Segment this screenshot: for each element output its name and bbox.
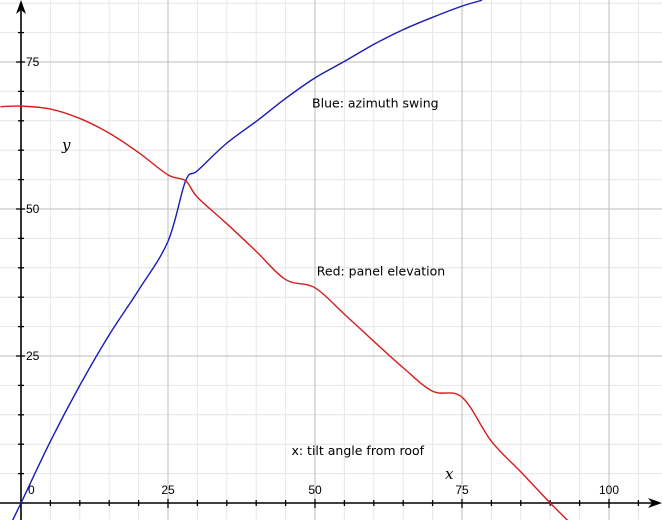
annotations: Blue: azimuth swing Red: panel elevation x… — [291, 95, 445, 458]
blue-azimuth-curve — [12, 0, 483, 520]
y-axis-variable-label: y — [61, 136, 71, 154]
annotation-red: Red: panel elevation — [317, 263, 445, 278]
y-tick-label: 25 — [26, 349, 40, 363]
x-tick-label: 25 — [161, 483, 175, 497]
annotation-xdesc: x: tilt angle from roof — [291, 443, 424, 458]
red-elevation-curve — [0, 105, 569, 520]
x-tick-label: 50 — [308, 483, 322, 497]
tick-labels: 0 25 50 75 100 25 50 75 — [26, 55, 619, 497]
data-series — [0, 0, 569, 520]
x-tick-label: 100 — [599, 483, 619, 497]
y-tick-label: 75 — [26, 55, 40, 69]
x-axis-variable-label: x — [445, 465, 454, 483]
annotation-blue: Blue: azimuth swing — [312, 95, 439, 110]
x-axis-arrow-icon — [648, 498, 662, 508]
y-tick-label: 50 — [26, 202, 40, 216]
y-axis-arrow-icon — [16, 0, 26, 14]
x-tick-label: 75 — [455, 483, 469, 497]
x-tick-label: 0 — [28, 483, 35, 497]
